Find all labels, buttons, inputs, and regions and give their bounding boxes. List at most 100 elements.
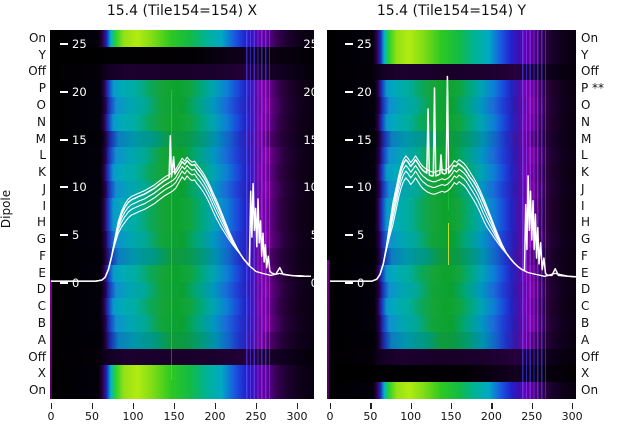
- dipole-label: L: [581, 148, 588, 163]
- power-tick-mark: [345, 186, 353, 189]
- heatmap-row: [327, 382, 576, 399]
- freq-tick-mark: [531, 403, 533, 409]
- freq-tick-label: 50: [363, 410, 378, 423]
- power-tick-mark: [345, 43, 353, 45]
- power-tick-mark: [60, 138, 68, 141]
- power-tick-label: 5: [72, 228, 80, 243]
- dipole-label: X: [37, 366, 46, 381]
- power-tick-label: 25: [72, 37, 87, 51]
- dipole-label: H: [581, 215, 591, 230]
- power-tick-mark: [60, 282, 68, 284]
- freq-tick-mark: [491, 403, 493, 409]
- power-tick-mark: [345, 138, 353, 141]
- dipole-label: On: [581, 383, 599, 398]
- power-tick-label: 20: [357, 84, 372, 99]
- dipole-label: O: [581, 97, 591, 112]
- dipole-label: D: [581, 282, 591, 297]
- power-tick-mark: [60, 43, 68, 45]
- power-tick-label-right: 5: [288, 229, 314, 241]
- dipole-label: On: [28, 30, 46, 45]
- heatmap-row: [327, 147, 576, 165]
- power-tick-label: 15: [357, 132, 372, 147]
- freq-tick-mark: [51, 403, 53, 409]
- dipole-label: F: [39, 248, 46, 263]
- freq-tick-label: 200: [480, 410, 502, 423]
- dipole-label: Off: [581, 64, 599, 79]
- dipole-label: Off: [28, 64, 46, 79]
- freq-tick-label: 0: [47, 410, 55, 423]
- dipole-label: On: [28, 383, 46, 398]
- power-tick-mark: [60, 234, 68, 237]
- power-tick-label: 5: [357, 228, 365, 243]
- heatmap-row: [327, 331, 576, 350]
- heatmap-row: [327, 298, 576, 316]
- freq-tick-mark: [330, 403, 332, 409]
- heatmap-row: [327, 46, 576, 65]
- freq-tick-label: 50: [85, 410, 99, 423]
- heatmap-rows: [327, 30, 576, 399]
- power-tick-mark: [345, 234, 353, 237]
- dipole-label: A: [37, 332, 46, 347]
- dipole-label: D: [36, 282, 46, 297]
- heatmap-row: [327, 281, 576, 299]
- freq-tick-mark: [370, 403, 372, 409]
- edge-stripe: [50, 280, 52, 399]
- power-tick-label-right: 10: [303, 180, 314, 195]
- dipole-label: M: [35, 131, 46, 146]
- heatmap-row: [327, 30, 576, 48]
- heatmap-row: [327, 348, 576, 366]
- dipole-label: B: [37, 316, 46, 331]
- dipole-label: I: [581, 198, 585, 213]
- power-tick-label: 20: [72, 84, 87, 99]
- dipole-label: G: [581, 232, 591, 247]
- freq-tick-label: 300: [561, 410, 583, 423]
- power-tick-label-right: 20: [303, 84, 314, 99]
- dipole-label: H: [36, 215, 46, 230]
- heatmap-panel-y: 0 5 10 15 20 25: [327, 30, 576, 399]
- heatmap-row: [327, 80, 576, 98]
- heatmap-row: [327, 264, 576, 283]
- dipole-label: K: [38, 165, 46, 180]
- dipole-label: P **: [581, 81, 605, 96]
- green-line-artifact: [170, 90, 173, 380]
- freq-tick-label: 250: [521, 410, 543, 423]
- heatmap-row: [327, 365, 576, 383]
- power-tick-label-right: 25: [303, 37, 314, 51]
- heatmap-row: [327, 315, 576, 333]
- power-tick-mark: [345, 90, 353, 93]
- heatmap-row: [327, 63, 576, 81]
- bandpass-curves: [51, 135, 311, 282]
- panel-title-y: 15.4 (Tile154=154) Y: [376, 3, 527, 19]
- freq-tick-mark: [410, 403, 412, 409]
- dipole-labels-right: On Y Off P ** O N M L K J I H G F E D C B A Off X On: [581, 0, 640, 440]
- freq-tick-mark: [451, 403, 453, 409]
- freq-tick-label: 200: [204, 410, 226, 423]
- freq-tick-mark: [572, 403, 574, 409]
- dipole-label: J: [42, 181, 46, 196]
- power-tick-label: 10: [357, 180, 372, 195]
- panel-title-x: 15.4 (Tile154=154) X: [106, 3, 258, 19]
- heatmap-row: [327, 113, 576, 132]
- dipole-label: J: [581, 181, 585, 196]
- bandpass-curves: [330, 75, 576, 282]
- power-tick-mark: [60, 186, 68, 189]
- power-tick-label-right: 15: [303, 132, 314, 147]
- dipole-label: Y: [38, 47, 46, 62]
- power-tick-label-right: 0: [288, 277, 314, 289]
- freq-tick-label: 100: [122, 410, 144, 423]
- heatmap-row: [327, 180, 576, 199]
- dipole-label: A: [581, 332, 590, 347]
- dipole-label: M: [581, 131, 592, 146]
- freq-tick-mark: [297, 403, 299, 409]
- dipole-labels-left: On Y Off P O N M L K J I H G F E D C B A Off X On: [0, 0, 46, 440]
- dipole-label: P: [38, 81, 46, 96]
- power-tick-label: 0: [357, 276, 365, 290]
- heatmap-row: [327, 248, 576, 266]
- freq-tick-mark: [174, 403, 176, 409]
- freq-tick-mark: [92, 403, 94, 409]
- dipole-label: E: [581, 265, 589, 280]
- dipole-label: K: [581, 165, 589, 180]
- freq-tick-label: 0: [326, 410, 334, 423]
- freq-tick-mark: [133, 403, 135, 409]
